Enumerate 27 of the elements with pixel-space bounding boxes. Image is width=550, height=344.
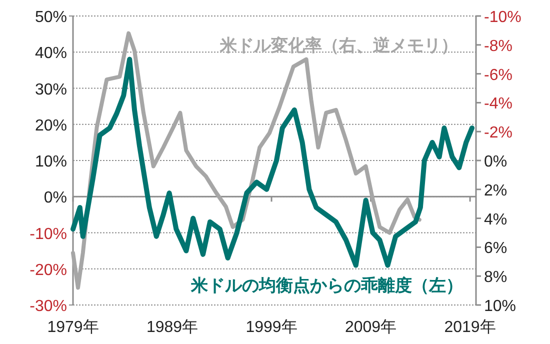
x-tick-label: 1989年 (146, 319, 198, 336)
y2-tick-label: 4% (484, 211, 508, 228)
y2-tick-label: 10% (484, 298, 516, 315)
y-tick-label: 40% (34, 45, 67, 62)
y-tick-label: -20% (30, 262, 67, 279)
y2-tick-label: -4% (484, 96, 512, 113)
text: 米ドル変化率（右、逆メモリ） (218, 36, 458, 55)
y2-tick-label: -6% (484, 66, 512, 84)
y-tick-label: 20% (34, 117, 67, 134)
y2-tick-label: -8% (484, 38, 512, 55)
x-tick-label: 1979年 (47, 319, 99, 336)
y-tick-label: 50% (34, 9, 67, 26)
y2-tick-label: -10% (484, 9, 522, 26)
x-tick-label: 2009年 (344, 319, 397, 336)
x-tick-label: 2019年 (444, 319, 496, 336)
y2-tick-label: -2% (484, 124, 512, 142)
series-label: 米ドルの均衡点からの乖離度（左） (190, 276, 463, 295)
y-tick-label: -10% (30, 226, 67, 243)
y-tick-label: 30% (34, 81, 67, 98)
y2-tick-label: 0% (484, 154, 508, 170)
y-tick-label: -30% (30, 298, 67, 315)
x-tick-label: 1999年 (246, 319, 298, 336)
y2-tick-label: 6% (484, 240, 508, 258)
y-tick-label: 10% (34, 154, 67, 170)
y2-tick-label: 8% (484, 269, 508, 286)
y2-tick-label: 2% (484, 182, 508, 200)
y-tick-label: 0% (44, 190, 67, 207)
